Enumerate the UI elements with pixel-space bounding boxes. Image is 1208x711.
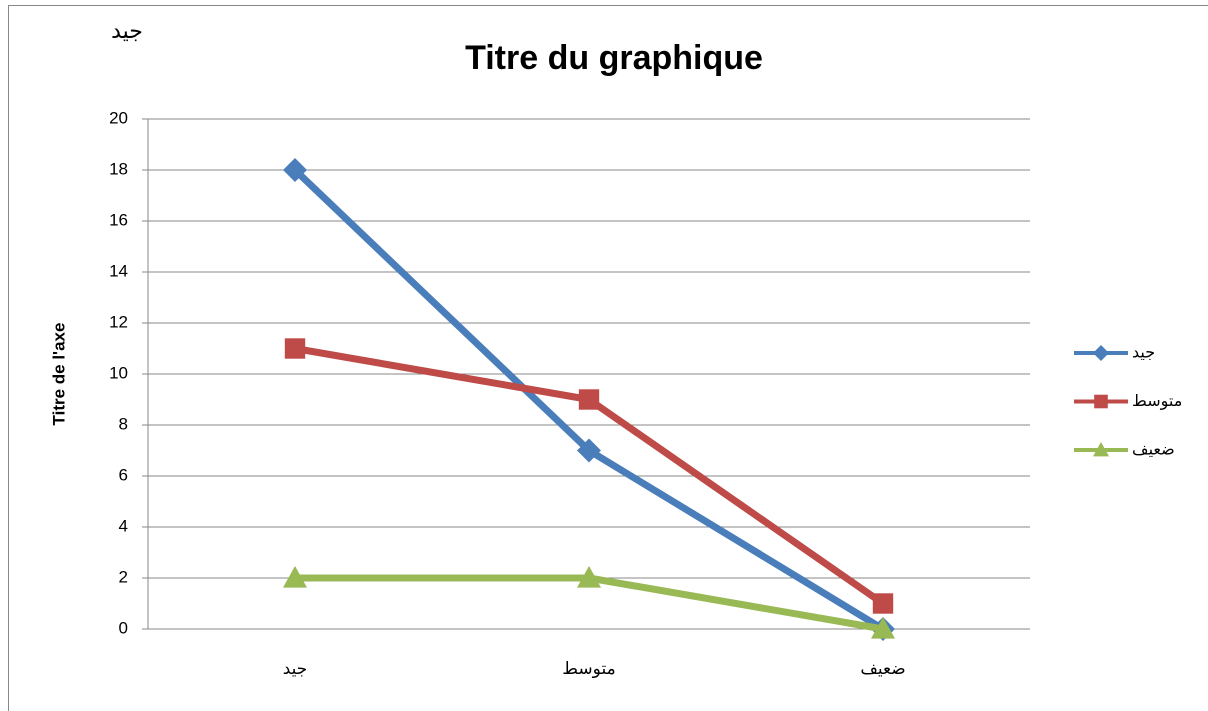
y-tick-label: 12 <box>109 312 128 331</box>
y-tick-label: 8 <box>119 414 128 433</box>
y-tick-label: 0 <box>119 618 128 637</box>
marker <box>577 438 601 463</box>
marker <box>872 593 894 614</box>
marker <box>1093 442 1109 457</box>
marker <box>283 566 307 588</box>
marker <box>1093 345 1109 361</box>
x-tick-label: متوسط <box>562 659 615 679</box>
y-tick-label: 14 <box>109 261 128 280</box>
marker <box>284 338 306 359</box>
legend-label: متوسط <box>1132 391 1182 411</box>
x-tick-label: جيد <box>283 659 308 679</box>
y-tick-label: 20 <box>109 108 128 127</box>
y-tick-label: 18 <box>109 159 128 178</box>
y-axis-label: Titre de l'axe <box>49 323 68 426</box>
marker <box>578 389 600 410</box>
marker <box>1094 394 1108 409</box>
chart-frame <box>8 5 1208 711</box>
y-tick-label: 10 <box>109 363 128 382</box>
x-tick-label: ضعيف <box>860 659 905 679</box>
y-tick-label: 2 <box>119 567 128 586</box>
legend-label: ضعيف <box>1132 440 1175 459</box>
y-tick-label: 6 <box>119 465 128 484</box>
legend-label: جيد <box>1132 343 1155 362</box>
annotation: جيد <box>111 19 143 44</box>
marker <box>577 566 601 588</box>
y-tick-label: 16 <box>109 210 128 229</box>
marker <box>871 617 895 639</box>
y-tick-label: 4 <box>119 516 128 535</box>
marker <box>283 158 307 182</box>
chart-title: Titre du graphique <box>465 39 763 77</box>
